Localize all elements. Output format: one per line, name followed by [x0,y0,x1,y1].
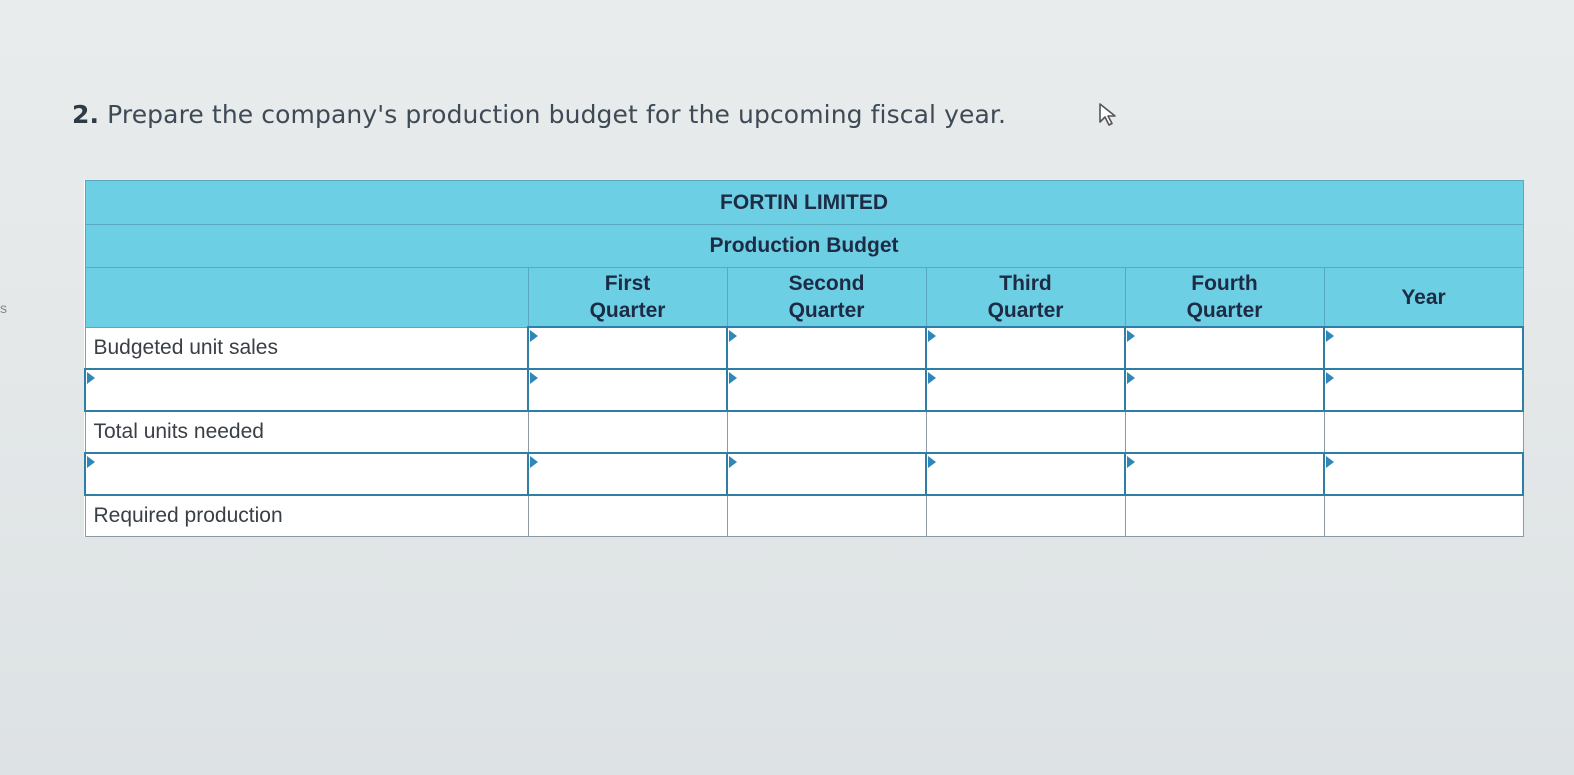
input-marker-icon [928,372,936,384]
row-label: Total units needed [84,410,529,454]
column-header-line1: First [604,272,651,295]
mouse-pointer-icon [1099,103,1116,126]
value-input-cell[interactable] [925,326,1126,370]
column-header-2: Second Quarter [726,267,927,328]
input-marker-icon [729,330,737,342]
input-marker-icon [729,372,737,384]
table-row [84,452,1525,496]
value-input-cell[interactable] [527,326,728,370]
value-input[interactable] [1126,370,1323,410]
value-input[interactable] [1325,370,1523,410]
input-marker-icon [928,330,936,342]
column-header-4: Fourth Quarter [1124,267,1325,328]
value-input-cell[interactable] [1124,368,1325,412]
row-label-input[interactable] [86,370,527,410]
value-input[interactable] [1126,454,1323,494]
column-header-line1: Year [1401,285,1446,309]
input-marker-icon [1127,372,1135,384]
value-input[interactable] [927,454,1124,494]
value-input[interactable] [1325,328,1523,368]
value-input[interactable] [927,370,1124,410]
value-input[interactable] [529,454,726,494]
input-marker-icon [1326,372,1334,384]
value-input[interactable] [529,370,726,410]
value-input-cell[interactable] [1322,368,1525,412]
budget-title-header: Production Budget [84,224,1524,268]
production-budget-table: FORTIN LIMITED Production Budget First Qu… [84,180,1525,537]
row-label: Budgeted unit sales [84,326,529,370]
row-label: Required production [84,494,529,537]
value-input-cell[interactable] [1124,326,1325,370]
value-cell [925,494,1126,537]
input-marker-icon [1127,330,1135,342]
value-input-cell[interactable] [726,326,927,370]
input-marker-icon [1326,330,1334,342]
value-input[interactable] [927,328,1124,368]
column-header-line2: Quarter [987,299,1064,322]
value-input[interactable] [1126,328,1323,368]
input-marker-icon [530,372,538,384]
value-input-cell[interactable] [726,452,927,496]
value-input-cell[interactable] [1322,452,1525,496]
column-header-1: First Quarter [527,267,728,328]
table-row: Total units needed [84,410,1524,454]
column-header-3: Third Quarter [925,267,1126,328]
column-header-line1: Fourth [1191,272,1258,295]
input-marker-icon [928,456,936,468]
value-input[interactable] [728,370,925,410]
table-row: Required production [84,494,1524,537]
row-label-input-cell[interactable] [84,368,529,412]
dropdown-arrow-icon[interactable] [87,372,95,384]
value-input-cell[interactable] [925,452,1126,496]
input-marker-icon [1326,456,1334,468]
column-header-line2: Quarter [788,299,865,322]
value-input-cell[interactable] [527,452,728,496]
company-name-header: FORTIN LIMITED [84,180,1524,225]
value-input[interactable] [529,328,726,368]
column-header-5: Year [1323,267,1524,328]
value-input[interactable] [728,454,925,494]
value-input-cell[interactable] [1322,326,1525,370]
column-header-line1: Third [999,272,1052,295]
value-input-cell[interactable] [1124,452,1325,496]
value-input[interactable] [728,328,925,368]
value-cell [925,410,1126,454]
dropdown-arrow-icon[interactable] [87,456,95,468]
value-cell [726,494,927,537]
question-text: Prepare the company's production budget … [107,100,1007,129]
column-header-line2: Quarter [1186,299,1263,322]
input-marker-icon [1127,456,1135,468]
value-input-cell[interactable] [925,368,1126,412]
value-cell [1323,410,1524,454]
value-input-cell[interactable] [527,368,728,412]
value-cell [1124,410,1325,454]
value-cell [527,410,728,454]
question-number: 2. [72,100,100,129]
row-label-input-cell[interactable] [84,452,529,496]
row-label-header [84,267,529,328]
row-label-input[interactable] [86,454,527,494]
value-input-cell[interactable] [726,368,927,412]
value-input[interactable] [1325,454,1523,494]
value-cell [1124,494,1325,537]
input-marker-icon [530,330,538,342]
column-header-line1: Second [788,272,865,295]
input-marker-icon [729,456,737,468]
table-row: Budgeted unit sales [84,326,1525,370]
question-prompt: 2. Prepare the company's production budg… [72,100,1006,129]
value-cell [726,410,927,454]
edge-fragment: s [0,300,7,316]
value-cell [1323,494,1524,537]
table-row [84,368,1525,412]
input-marker-icon [530,456,538,468]
value-cell [527,494,728,537]
column-header-line2: Quarter [589,299,666,322]
